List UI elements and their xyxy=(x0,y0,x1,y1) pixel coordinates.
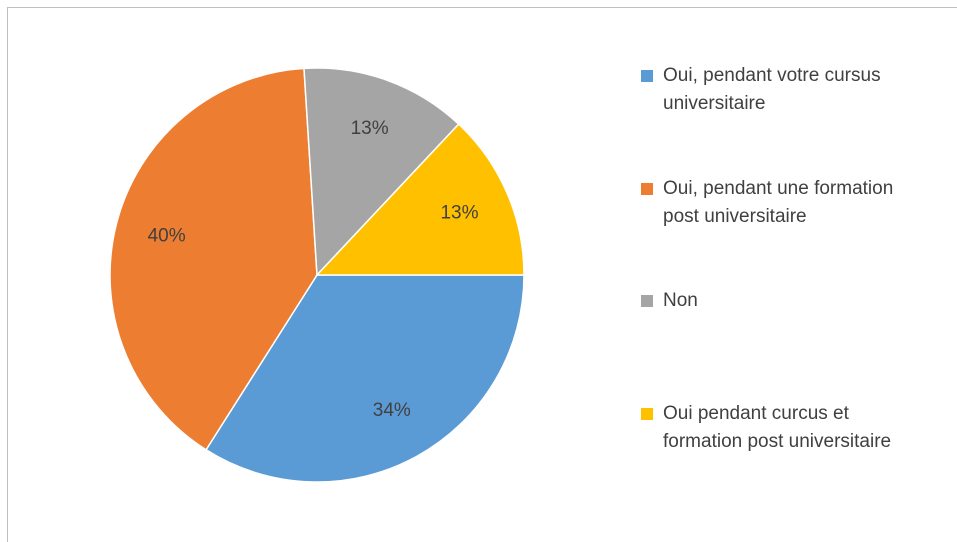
data-label: 13% xyxy=(351,118,389,139)
legend-entry: Oui, pendant votre cursus universitaire xyxy=(641,62,941,118)
chart-border xyxy=(7,7,957,542)
data-label: 13% xyxy=(440,202,478,223)
pie-slice xyxy=(315,123,525,276)
legend-swatch xyxy=(641,295,653,307)
legend-swatch xyxy=(641,70,653,82)
legend-entry: Oui, pendant une formation post universi… xyxy=(641,175,941,231)
pie-slice xyxy=(205,274,525,483)
legend-label: Oui pendant curcus et formation post uni… xyxy=(663,403,892,452)
pie-slice xyxy=(303,67,460,277)
legend-entry: Non xyxy=(641,287,941,315)
legend-swatch xyxy=(641,408,653,420)
legend-entry: Oui pendant curcus et formation post uni… xyxy=(641,400,941,456)
legend-label: Oui, pendant votre cursus universitaire xyxy=(663,65,881,114)
legend-swatch xyxy=(641,183,653,195)
data-label: 40% xyxy=(148,225,186,246)
pie-slice xyxy=(109,67,318,451)
legend-label: Non xyxy=(663,290,698,311)
data-label: 34% xyxy=(373,400,411,421)
legend-label: Oui, pendant une formation post universi… xyxy=(663,178,894,227)
